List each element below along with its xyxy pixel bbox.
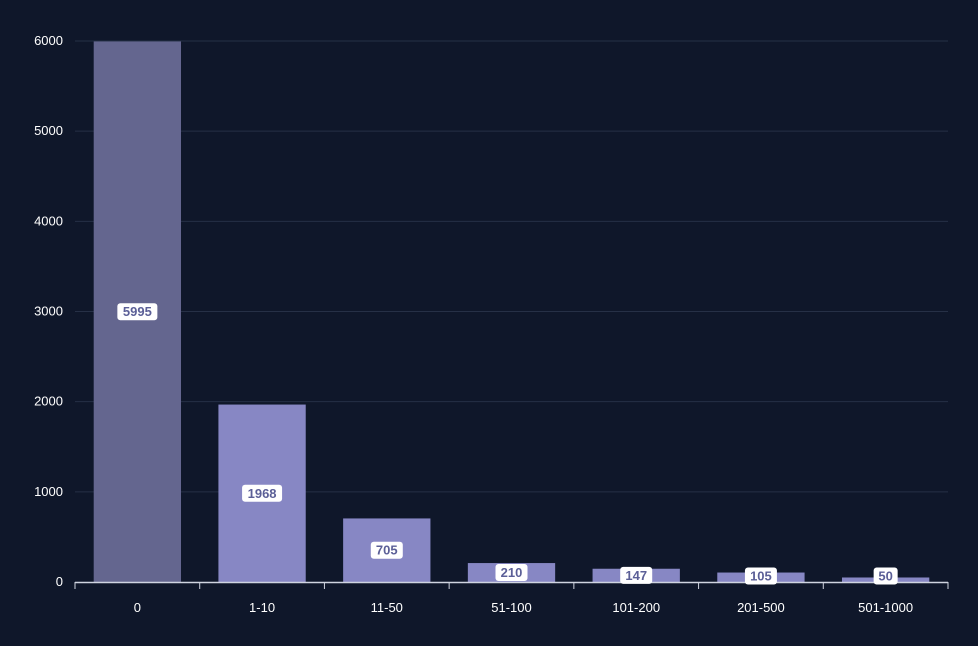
x-tick-label: 501-1000 (858, 600, 913, 615)
data-label-box (620, 566, 653, 584)
data-label-201-500: 105 (750, 569, 772, 584)
data-label-box (873, 567, 898, 585)
y-tick-label: 5000 (34, 123, 63, 138)
x-tick-label: 1-10 (249, 600, 275, 615)
data-label-box (242, 484, 283, 502)
x-tick-label: 201-500 (737, 600, 785, 615)
data-label-0: 5995 (123, 304, 152, 319)
data-label-51-100: 210 (501, 565, 523, 580)
data-label-11-50: 705 (376, 543, 398, 558)
x-tick-label: 51-100 (491, 600, 531, 615)
data-labels: 5995 1968 705 210 147 105 50 (117, 303, 898, 585)
x-tick-label: 11-50 (371, 600, 403, 615)
data-label-box (370, 541, 403, 559)
data-label-box (744, 567, 777, 585)
data-label-501-1000: 50 (878, 569, 892, 584)
data-label-box (495, 564, 528, 582)
y-tick-label: 2000 (34, 394, 63, 409)
x-tick-label: 0 (134, 600, 141, 615)
data-label-box (117, 303, 158, 321)
data-label-1-10: 1968 (248, 486, 277, 501)
data-label-101-200: 147 (625, 568, 647, 583)
y-tick-label: 4000 (34, 213, 63, 228)
x-tick-label: 101-200 (612, 600, 660, 615)
grid-lines (75, 40, 948, 493)
axes: 0 1000 2000 3000 4000 5000 6000 0 1-10 11-50 51-10… (34, 33, 949, 615)
y-tick-label: 0 (56, 574, 63, 589)
y-tick-label: 3000 (34, 304, 63, 319)
y-tick-label: 1000 (34, 484, 63, 499)
y-tick-label: 6000 (34, 33, 63, 48)
